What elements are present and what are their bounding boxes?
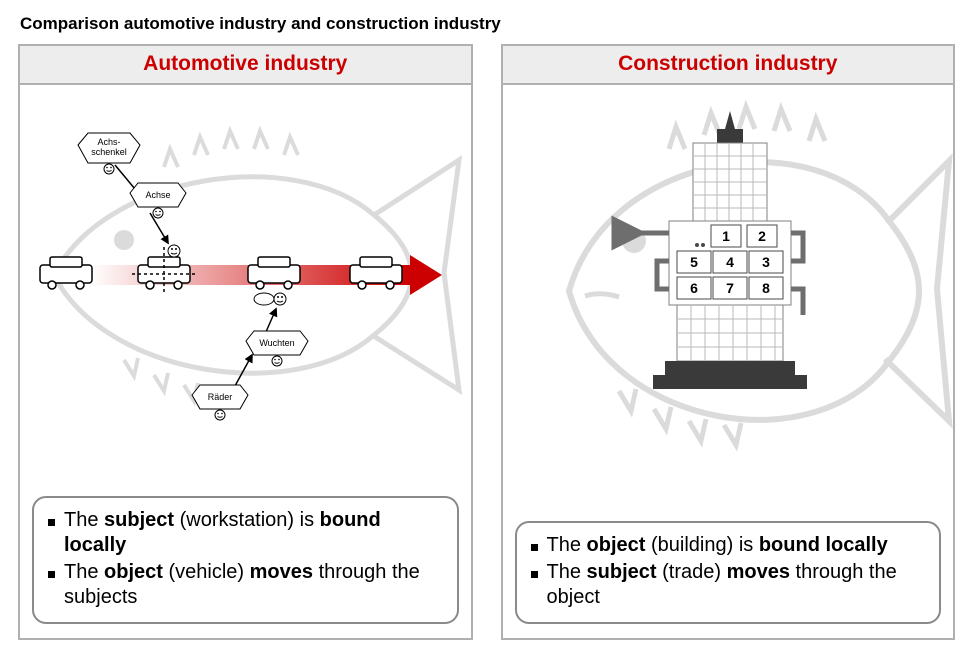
automotive-diagram: Achs- schenkel Achse Wuchten <box>20 85 471 445</box>
cell-3: 3 <box>762 254 770 270</box>
tag-achs-schenkel: Achs- schenkel <box>78 133 140 174</box>
panel-construction-body: 1 2 3 4 5 6 7 8 <box>503 85 954 511</box>
svg-text:Wuchten: Wuchten <box>259 338 294 348</box>
panel-automotive-header: Automotive industry <box>20 46 471 85</box>
panel-construction: Construction industry <box>501 44 956 640</box>
panel-construction-caption: The object (building) is bound locally T… <box>515 521 942 624</box>
svg-text:Räder: Räder <box>208 392 233 402</box>
auto-caption-line2: The object (vehicle) moves through the s… <box>48 560 443 610</box>
tag-achse: Achse <box>130 183 186 218</box>
svg-text:Achse: Achse <box>145 190 170 200</box>
constr-caption-line2: The subject (trade) moves through the ob… <box>531 560 926 610</box>
cell-1: 1 <box>722 228 730 244</box>
constr-caption-line1: The object (building) is bound locally <box>531 533 926 558</box>
cell-6: 6 <box>690 280 698 296</box>
auto-caption-line1: The subject (workstation) is bound local… <box>48 508 443 558</box>
cell-2: 2 <box>758 228 766 244</box>
svg-text:Achs-: Achs- <box>97 137 120 147</box>
cell-4: 4 <box>726 254 734 270</box>
panels-row: Automotive industry <box>18 44 955 640</box>
page-title: Comparison automotive industry and const… <box>20 14 955 34</box>
cell-8: 8 <box>762 280 770 296</box>
cell-7: 7 <box>726 280 734 296</box>
tag-raeder: Räder <box>192 385 248 420</box>
svg-text:schenkel: schenkel <box>91 147 127 157</box>
panel-automotive-caption: The subject (workstation) is bound local… <box>32 496 459 624</box>
cell-5: 5 <box>690 254 698 270</box>
panel-construction-header: Construction industry <box>503 46 954 85</box>
panel-automotive-body: Achs- schenkel Achse Wuchten <box>20 85 471 486</box>
panel-automotive: Automotive industry <box>18 44 473 640</box>
construction-diagram: 1 2 3 4 5 6 7 8 <box>503 85 954 465</box>
tag-wuchten: Wuchten <box>246 331 308 366</box>
